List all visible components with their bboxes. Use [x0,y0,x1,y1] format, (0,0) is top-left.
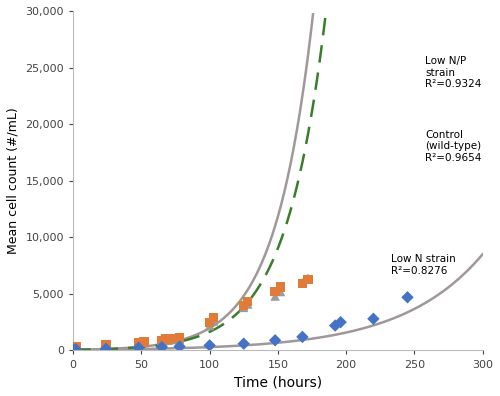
Point [176,343,184,350]
Point [240,341,248,347]
Y-axis label: Mean cell count (#/mL): Mean cell count (#/mL) [7,107,20,254]
Point [271,293,279,299]
Point [158,338,166,345]
Point [134,345,142,351]
Point [162,336,170,342]
Point [240,302,248,308]
Point [271,337,279,343]
Point [69,345,77,351]
Point [404,294,411,301]
Point [69,346,77,352]
Point [244,301,252,307]
Point [140,339,148,346]
Point [240,304,248,310]
Text: Control
(wild-type)
R²=0.9654: Control (wild-type) R²=0.9654 [425,130,482,163]
Point [244,299,252,305]
Point [336,319,344,326]
Point [172,337,179,343]
Point [172,335,179,342]
Point [276,284,284,290]
Point [158,337,166,343]
Point [304,276,312,282]
Point [298,280,306,286]
Point [298,334,306,340]
Point [206,319,214,326]
Point [271,288,279,295]
Point [102,342,110,348]
Point [304,275,312,281]
Point [162,337,170,343]
Point [176,336,184,342]
Text: Low N strain
R²=0.8276: Low N strain R²=0.8276 [391,254,456,276]
Point [140,339,148,345]
Point [206,342,214,348]
Point [72,345,80,351]
Point [210,318,218,324]
Point [69,346,77,352]
Point [102,343,110,350]
Point [370,316,378,322]
Point [72,346,80,352]
Point [298,280,306,287]
X-axis label: Time (hours): Time (hours) [234,375,322,389]
Point [134,341,142,347]
Point [176,335,184,341]
Point [72,343,80,350]
Point [102,346,110,352]
Point [134,339,142,346]
Point [210,314,218,321]
Point [276,288,284,295]
Point [158,344,166,350]
Point [206,322,214,329]
Point [331,322,339,329]
Text: Low N/P
strain
R²=0.9324: Low N/P strain R²=0.9324 [425,56,482,89]
